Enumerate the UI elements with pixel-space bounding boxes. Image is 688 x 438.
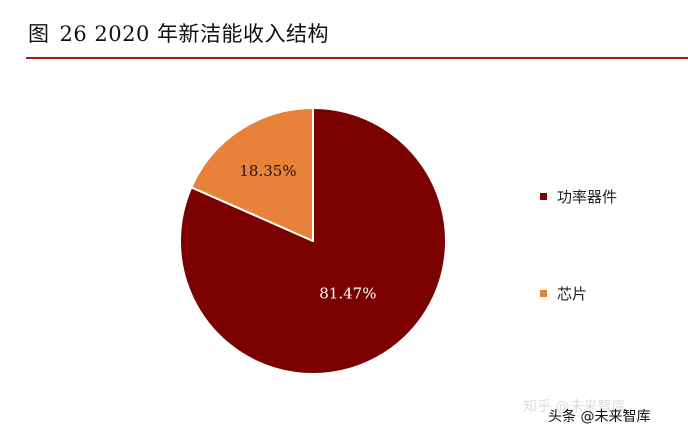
title-divider bbox=[26, 57, 688, 59]
watermark-credit: 头条 @未来智库 bbox=[548, 409, 651, 425]
watermark-text: 知乎 @未来智库 bbox=[523, 399, 626, 415]
slice-label-power-devices: 81.47% bbox=[319, 284, 376, 302]
legend-label-chips: 芯片 bbox=[557, 285, 588, 303]
legend-swatch-chips bbox=[540, 290, 547, 297]
legend-item-chips: 芯片 bbox=[540, 283, 587, 304]
slice-power-devices bbox=[179, 107, 447, 375]
figure-title: 图 26 2020 年新洁能收入结构 bbox=[28, 18, 329, 48]
legend-swatch-power-devices bbox=[540, 193, 547, 200]
legend-item-power-devices: 功率器件 bbox=[540, 186, 617, 207]
pie-slices bbox=[179, 107, 447, 375]
figure-title-text: 26 2020 年新洁能收入结构 bbox=[59, 22, 330, 46]
pie-slice-labels: 81.47% 18.35% bbox=[239, 162, 376, 303]
slice-label-chips: 18.35% bbox=[239, 162, 296, 180]
figure-label: 图 bbox=[28, 22, 50, 46]
legend-label-power-devices: 功率器件 bbox=[557, 188, 618, 206]
slice-chips bbox=[190, 107, 314, 242]
